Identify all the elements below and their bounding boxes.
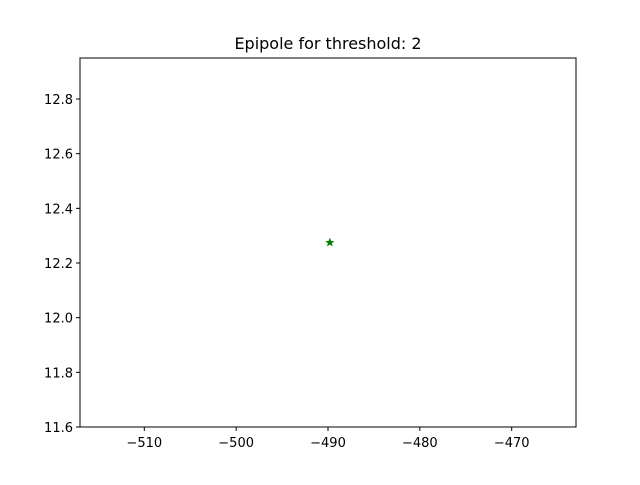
y-tick-label: 12.0 xyxy=(44,312,73,327)
x-tick-label: −500 xyxy=(218,436,254,451)
y-tick-label: 12.2 xyxy=(44,257,73,272)
plot-area-frame xyxy=(79,57,577,428)
y-tick-label: 11.6 xyxy=(44,421,73,436)
x-tick-label: −490 xyxy=(310,436,346,451)
y-tick-label: 12.8 xyxy=(44,93,73,108)
y-axis-ticks: 11.6 11.8 12.0 12.2 12.4 12.6 12.8 xyxy=(44,93,80,436)
x-tick-label: −510 xyxy=(126,436,162,451)
data-points xyxy=(325,237,335,247)
chart-title: Epipole for threshold: 2 xyxy=(234,34,421,53)
y-tick-label: 12.4 xyxy=(44,202,73,217)
y-tick-label: 12.6 xyxy=(44,148,73,163)
y-tick-label: 11.8 xyxy=(44,366,73,381)
x-axis-ticks: −510 −500 −490 −480 −470 xyxy=(126,427,530,451)
x-tick-label: −470 xyxy=(494,436,530,451)
epipole-star-point xyxy=(325,237,335,247)
x-tick-label: −480 xyxy=(402,436,438,451)
